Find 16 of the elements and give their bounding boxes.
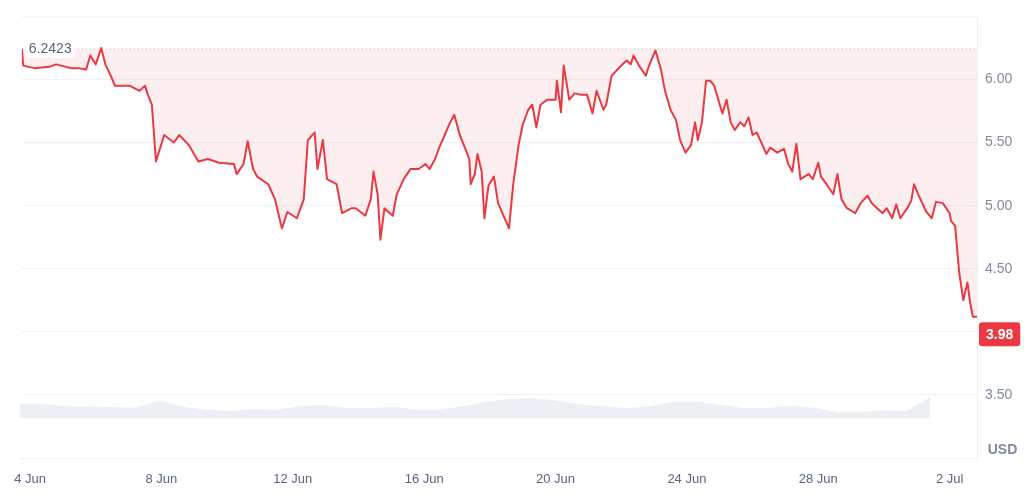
x-tick-label: 12 Jun [273, 471, 313, 487]
y-axis-title: USD [987, 440, 1018, 457]
x-tick-label: 4 Jun [14, 471, 46, 487]
y-tick-label: 6.00 [985, 70, 1013, 87]
x-tick-label: 28 Jun [798, 471, 838, 487]
y-tick-label: 4.50 [985, 259, 1013, 276]
y-tick-label: 5.50 [985, 133, 1013, 150]
x-tick-label: 2 Jul [935, 471, 964, 487]
x-tick-label: 24 Jun [667, 471, 707, 487]
y-tick-label: 3.50 [985, 385, 1013, 402]
annotation: 3.98 [986, 326, 1014, 343]
x-tick-label: 20 Jun [536, 471, 576, 487]
ref-line-label: 6.2423 [28, 39, 72, 56]
y-tick-label: 5.00 [985, 196, 1013, 213]
x-tick-label: 8 Jun [145, 471, 178, 487]
x-tick-label: 16 Jun [404, 471, 444, 487]
